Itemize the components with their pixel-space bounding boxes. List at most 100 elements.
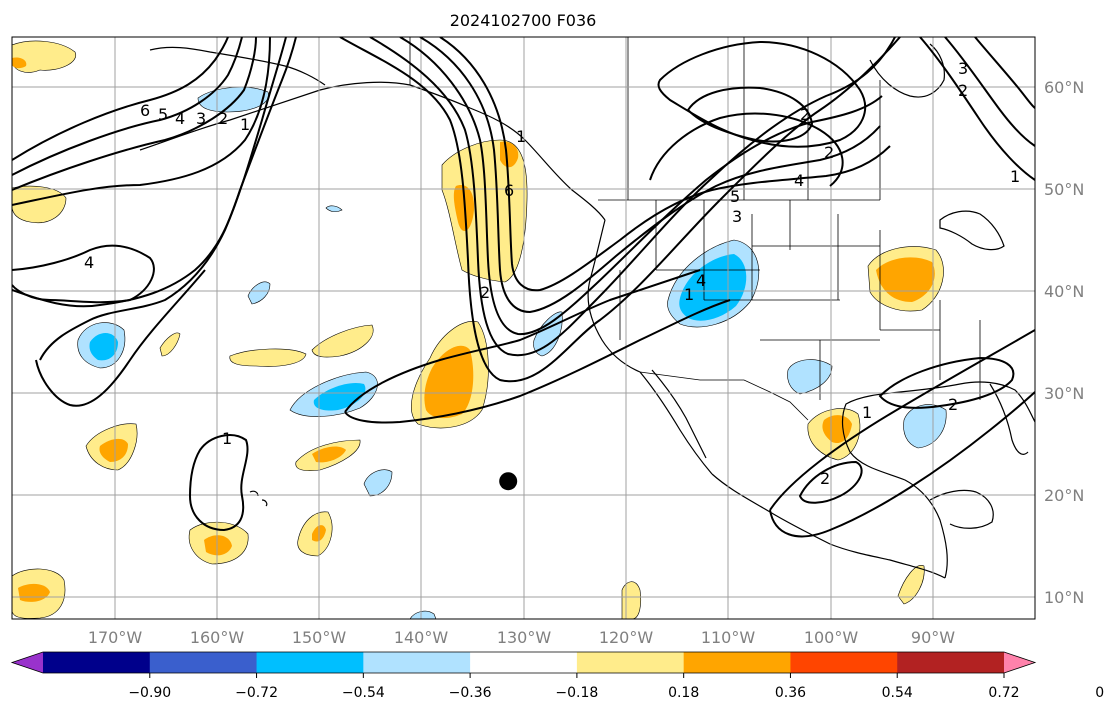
contour-label: 6 [140, 101, 150, 120]
contour-line [657, 40, 867, 148]
contour-line [944, 37, 1035, 147]
contour-label: 1 [1010, 167, 1020, 186]
contour-line [878, 356, 1015, 409]
longitude-label: 140°W [394, 628, 449, 647]
colorbar-tick-label: −0.90 [128, 685, 171, 701]
contour-label: 4 [794, 171, 804, 190]
contour-line [12, 37, 229, 161]
negative-area [787, 359, 833, 395]
gulf-coast [841, 381, 1035, 579]
colorbar-segment [43, 652, 151, 673]
contour-line [12, 37, 243, 176]
positive-area [621, 581, 642, 619]
longitude-labels: 170°W 160°W 150°W 140°W 130°W 120°W 110°… [88, 628, 955, 647]
negative-area [325, 205, 343, 213]
colorbar-tick-label: 0.54 [882, 685, 913, 701]
latitude-labels: 60°N 50°N 40°N 30°N 20°N 10°N [1044, 78, 1084, 607]
contour-label: 1 [684, 285, 694, 304]
positive-core [12, 57, 27, 69]
colorbar-tick-label: 0.90 [1095, 685, 1105, 701]
colorbar-segment [683, 652, 791, 673]
contour-line [12, 37, 271, 206]
contour-label: 2 [218, 109, 228, 128]
coastlines [139, 43, 1035, 579]
contour-line [686, 86, 814, 143]
positive-core [500, 141, 519, 168]
positive-area [12, 40, 77, 73]
hudson-bay-coast [869, 43, 945, 98]
positive-core [312, 446, 346, 463]
colorbar: −0.90 −0.72 −0.54 −0.36 −0.18 0.18 0.36 0.54 0.7… [10, 651, 1105, 701]
contour-lines [12, 37, 1035, 538]
contour-label: 1 [222, 429, 232, 448]
gulf-of-california [651, 369, 707, 459]
map-frame [11, 36, 1036, 620]
us-west-coast [587, 279, 641, 373]
colorbar-segment [470, 652, 578, 673]
contour-line [919, 37, 1035, 181]
contour-label: 5 [158, 105, 168, 124]
florida-coast [989, 383, 1029, 455]
positive-core [99, 438, 128, 462]
location-marker [499, 472, 518, 491]
contour-label: 5 [730, 187, 740, 206]
latitude-label: 10°N [1044, 588, 1084, 607]
contour-line [399, 37, 883, 336]
contour-label: 2 [958, 81, 968, 100]
contour-line [974, 37, 1035, 109]
colorbar-tick-label: −0.36 [449, 685, 492, 701]
colorbar-segment [256, 652, 364, 673]
colorbar-tick-label: −0.18 [555, 685, 598, 701]
positive-area [12, 185, 67, 224]
contour-label: 2 [480, 283, 490, 302]
negative-area [247, 281, 271, 305]
contour-line [649, 112, 844, 187]
latitude-label: 20°N [1044, 486, 1084, 505]
contour-line [369, 37, 896, 357]
longitude-label: 150°W [292, 628, 347, 647]
negative-core [679, 254, 747, 321]
longitude-label: 100°W [804, 628, 859, 647]
positive-area [311, 324, 374, 358]
colorbar-tick-label: 0.18 [668, 685, 699, 701]
contour-label: 3 [958, 59, 968, 78]
positive-area [441, 139, 528, 283]
alaska-north-coast [149, 46, 326, 86]
negative-area [903, 404, 947, 449]
colorbar-outline [10, 651, 1037, 674]
contour-label: 4 [84, 253, 94, 272]
negative-area [533, 311, 563, 357]
latitude-label: 30°N [1044, 384, 1084, 403]
longitude-label: 170°W [88, 628, 143, 647]
contour-line [35, 269, 206, 407]
contour-line [439, 37, 891, 292]
contour-labels: 6 5 4 3 2 1 4 2 1 6 5 4 3 2 1 2 4 2 2 1 [84, 59, 1020, 488]
contour-line [39, 37, 287, 361]
contour-label: 1 [240, 115, 250, 134]
positive-core [424, 345, 474, 419]
shading-layer [12, 40, 947, 619]
contour-line [188, 434, 249, 532]
longitude-label: 120°W [599, 628, 654, 647]
political-borders [409, 37, 981, 421]
positive-area [897, 565, 925, 605]
contour-line [769, 329, 1035, 511]
contour-label: 2 [800, 105, 810, 124]
positive-area [159, 332, 181, 357]
mexico-pacific-coast [711, 473, 946, 579]
colorbar-tick-label: −0.72 [235, 685, 278, 701]
great-lakes [939, 210, 1005, 251]
longitude-label: 130°W [497, 628, 552, 647]
contour-label: 3 [196, 109, 206, 128]
latitude-label: 40°N [1044, 282, 1084, 301]
yucatan-coast [929, 489, 994, 529]
contour-line [798, 460, 863, 504]
canada-west-coast [589, 219, 606, 281]
positive-area [229, 348, 307, 367]
contour-label: 6 [504, 181, 514, 200]
colorbar-extend-low [12, 652, 43, 673]
contour-line [769, 391, 1035, 538]
contour-label: 3 [732, 207, 742, 226]
contour-label: 2 [824, 143, 834, 162]
colorbar-tick-label: 0.72 [988, 685, 1019, 701]
